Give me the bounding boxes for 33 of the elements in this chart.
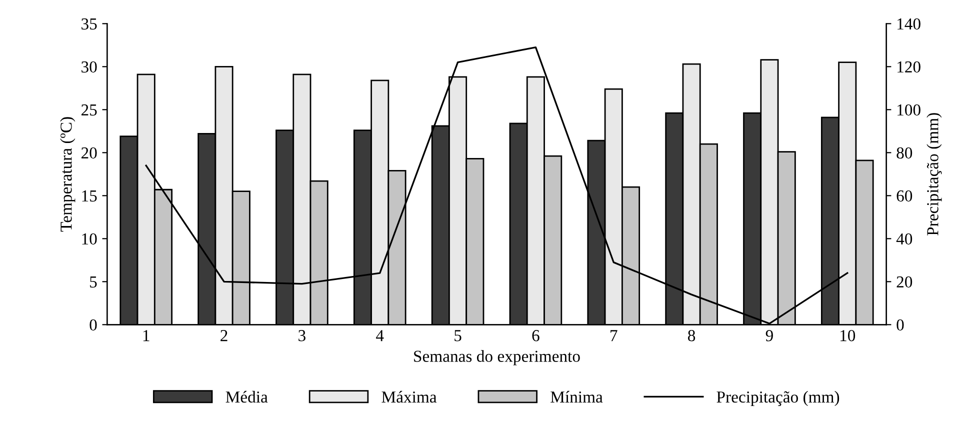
- y-tick-label: 30: [82, 61, 97, 73]
- y2-tick-label: 100: [898, 104, 920, 116]
- x-tick-label: 7: [610, 330, 618, 342]
- y-tick-label: 15: [82, 190, 97, 202]
- y2-tick-label: 0: [896, 319, 904, 331]
- y2-tick-label: 140: [898, 18, 920, 30]
- y2-tick-label: 80: [896, 147, 912, 159]
- y2-tick-label: 60: [896, 190, 912, 202]
- y-axis-title: Temperatura (ºC): [60, 117, 76, 232]
- y-tick-label: 35: [82, 18, 97, 30]
- y2-tick-label: 40: [896, 233, 912, 245]
- legend-label: Média: [226, 390, 268, 403]
- y-tick-label: 25: [81, 104, 97, 116]
- x-tick-label: 2: [220, 330, 228, 342]
- y-tick-label: 20: [81, 147, 97, 159]
- y-tick-label: 0: [90, 319, 97, 331]
- x-tick-label: 3: [298, 330, 306, 342]
- legend-label: Precipitação (mm): [716, 390, 840, 406]
- y2-axis-title: Precipitação (mm): [926, 113, 942, 236]
- x-tick-label: 5: [454, 330, 462, 342]
- x-tick-label: 1: [143, 330, 150, 342]
- x-tick-label: 4: [376, 330, 384, 342]
- legend-label: Máxima: [382, 390, 437, 403]
- y-tick-label: 10: [82, 233, 97, 245]
- x-axis-title: Semanas do experimento: [414, 350, 580, 366]
- x-tick-label: 6: [532, 330, 540, 342]
- x-tick-label: 8: [688, 330, 696, 342]
- x-tick-label: 9: [766, 330, 773, 342]
- y2-tick-label: 20: [896, 276, 912, 288]
- x-tick-label: 10: [840, 330, 856, 342]
- y-tick-label: 5: [90, 276, 97, 288]
- y2-tick-label: 120: [898, 61, 920, 73]
- legend-label: Mínima: [550, 390, 603, 403]
